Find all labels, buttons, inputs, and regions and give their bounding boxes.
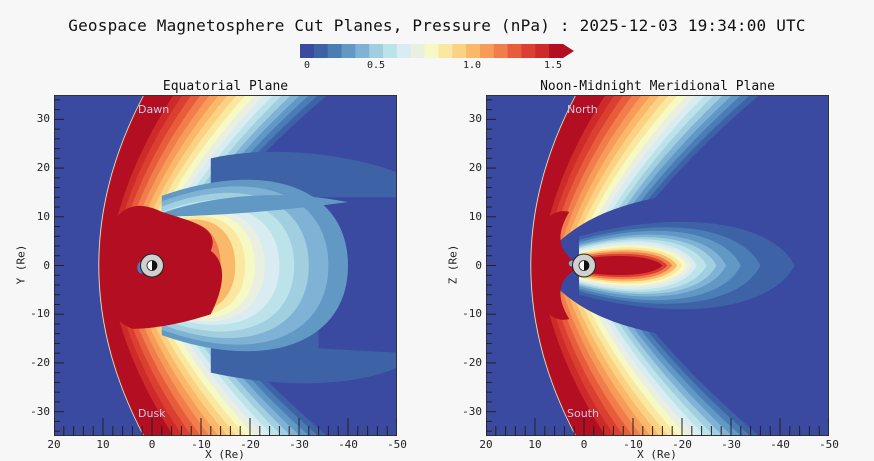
x-tick-label: -30 xyxy=(289,438,309,451)
y-tick-label: 30 xyxy=(36,112,50,126)
figure-title: Geospace Magnetosphere Cut Planes, Press… xyxy=(68,16,806,35)
colorbar-segment xyxy=(535,44,550,58)
y-tick-label: 20 xyxy=(468,161,482,175)
colorbar-tick-0.5: 0.5 xyxy=(367,60,386,71)
sheath-contour-level xyxy=(99,95,174,436)
x-tick-label: -20 xyxy=(240,438,260,451)
colorbar-segment xyxy=(327,44,343,58)
x-tick-label: -10 xyxy=(623,438,643,451)
x-tick-label: -40 xyxy=(770,438,790,451)
dawn-label: Dawn xyxy=(138,103,170,116)
y-tick-label: -20 xyxy=(30,355,50,369)
meridional-plane-plot xyxy=(486,95,829,436)
colorbar-tick-1.0: 1.0 xyxy=(463,60,482,71)
meridional-plane-title: Noon-Midnight Meridional Plane xyxy=(540,79,775,94)
cavity-contour xyxy=(152,195,348,217)
x-tick-label: 10 xyxy=(528,438,542,451)
colorbar-segment xyxy=(313,44,329,58)
colorbar-segment xyxy=(466,44,481,58)
x-tick-label: -30 xyxy=(721,438,741,451)
y-tick-label: -30 xyxy=(462,404,482,418)
colorbar-segment xyxy=(549,44,564,58)
equatorial-plane-plot xyxy=(54,95,397,436)
sheath-contour-level xyxy=(531,95,606,436)
colorbar-segment xyxy=(452,44,467,58)
x-tick-label: -50 xyxy=(387,438,407,451)
y-tick-label: 0 xyxy=(475,258,482,272)
plasma-sheet-contour xyxy=(579,256,663,275)
x-tick-label: 0 xyxy=(580,438,588,451)
x-tick-label: -50 xyxy=(819,438,839,451)
y-tick-label: -10 xyxy=(30,307,50,321)
colorbar-segment xyxy=(479,44,495,58)
y-tick-label: -20 xyxy=(462,355,482,369)
colorbar-extend-arrow xyxy=(563,44,574,58)
colorbar-tick-1.5: 1.5 xyxy=(544,60,563,71)
equatorial-plane-title: Equatorial Plane xyxy=(162,79,289,94)
north-label: North xyxy=(567,103,598,116)
y-tick-label: 0 xyxy=(43,258,50,272)
x-tick-label: 20 xyxy=(47,438,61,451)
x-tick-label: 20 xyxy=(479,438,493,451)
colorbar-segment xyxy=(410,44,426,58)
colorbar-segment xyxy=(521,44,536,58)
colorbar-segment xyxy=(383,44,398,58)
x-tick-label: 10 xyxy=(96,438,110,451)
colorbar-segment xyxy=(493,44,509,58)
pressure-contours xyxy=(98,95,397,436)
y-tick-label: 10 xyxy=(36,209,50,223)
earth-icon xyxy=(140,253,164,278)
colorbar-segment xyxy=(300,44,315,58)
y-tick-label: -10 xyxy=(462,307,482,321)
x-tick-label: -20 xyxy=(672,438,692,451)
colorbar-segment xyxy=(341,44,356,58)
x-tick-label: 0 xyxy=(148,438,156,451)
colorbar-segment xyxy=(438,44,453,58)
y-tick-label: 30 xyxy=(468,112,482,126)
x-tick-label: -40 xyxy=(338,438,358,451)
colorbar-segment xyxy=(396,44,412,58)
axis-ticks xyxy=(486,99,829,436)
y-tick-label: -30 xyxy=(30,404,50,418)
y-tick-label: 10 xyxy=(468,209,482,223)
earth-icon xyxy=(572,253,596,278)
colorbar-segment xyxy=(369,44,384,58)
x-tick-label: -10 xyxy=(191,438,211,451)
colorbar-segment xyxy=(424,44,439,58)
south-label: South xyxy=(567,407,599,420)
colorbar-segment xyxy=(507,44,522,58)
y-tick-label: 20 xyxy=(36,161,50,175)
pressure-contours xyxy=(530,95,829,436)
dusk-label: Dusk xyxy=(138,407,166,420)
colorbar-tick-0: 0 xyxy=(304,60,311,71)
dayside-sheath xyxy=(532,211,575,320)
axis-ticks xyxy=(54,99,397,436)
colorbar-segment xyxy=(355,44,370,58)
colorbar xyxy=(300,44,574,58)
